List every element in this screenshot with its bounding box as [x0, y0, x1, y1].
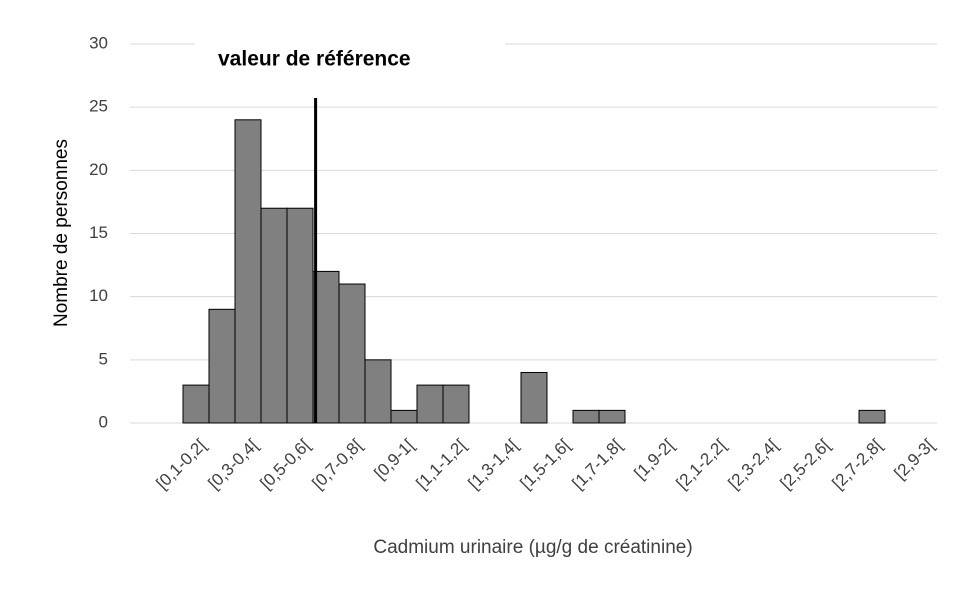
x-tick-label: [0,3-0,4[	[204, 435, 262, 493]
y-tick-label: 5	[99, 349, 108, 368]
x-tick-label: [0,9-1[	[370, 435, 418, 483]
x-axis-label: Cadmium urinaire (µg/g de créatinine)	[373, 537, 692, 558]
x-tick-label: [2,3-2,4[	[724, 435, 782, 493]
y-tick-label: 10	[89, 286, 108, 305]
x-tick-label: [1,7-1,8[	[568, 435, 626, 493]
x-tick-label: [0,1-0,2[	[152, 435, 210, 493]
bar	[442, 384, 470, 424]
bar	[416, 384, 444, 424]
x-tick-label: [1,5-1,6[	[516, 435, 574, 493]
bar	[858, 409, 886, 424]
bar	[286, 207, 314, 424]
y-tick-label: 15	[89, 223, 108, 242]
bar	[234, 119, 262, 424]
bar	[520, 371, 548, 424]
x-tick-label: [2,7-2,8[	[828, 435, 886, 493]
x-tick-label: [1,3-1,4[	[464, 435, 522, 493]
bar	[598, 409, 626, 424]
y-axis-label: Nombre de personnes	[51, 139, 72, 327]
y-tick-label: 0	[99, 412, 108, 431]
x-tick-label: [2,5-2,6[	[776, 435, 834, 493]
annotation: valeur de référence	[218, 48, 411, 71]
x-tick-label: [0,7-0,8[	[308, 435, 366, 493]
bar	[208, 308, 236, 424]
x-tick-label: [1,1-1,2[	[412, 435, 470, 493]
bar	[338, 283, 366, 424]
annotation-background	[195, 30, 505, 78]
x-tick-label: [1,9-2[	[630, 435, 678, 483]
bar	[364, 359, 392, 424]
x-tick-label: [2,9-3[	[890, 435, 938, 483]
x-tick-label: [2,1-2,2[	[672, 435, 730, 493]
bar	[260, 207, 288, 424]
bar	[390, 409, 418, 424]
bar	[312, 270, 340, 424]
bar	[182, 384, 210, 424]
x-tick-label: [0,5-0,6[	[256, 435, 314, 493]
y-tick-label: 25	[89, 97, 108, 116]
y-tick-label: 20	[89, 160, 108, 179]
y-tick-label: 30	[89, 33, 108, 52]
bar	[572, 409, 600, 424]
